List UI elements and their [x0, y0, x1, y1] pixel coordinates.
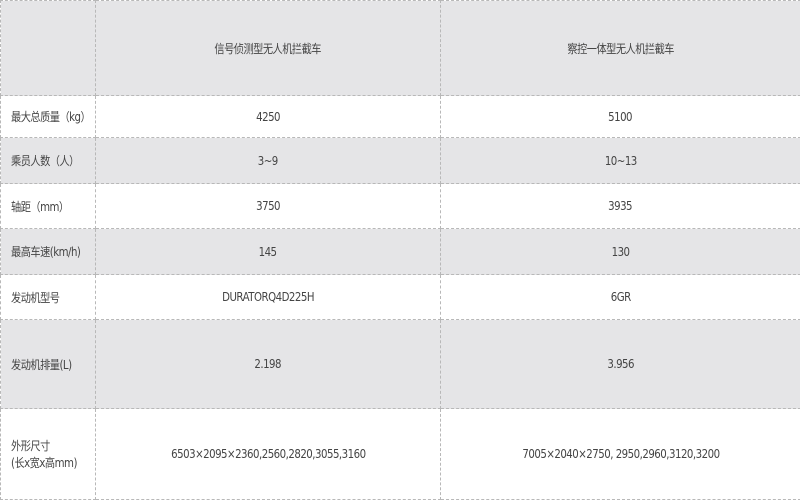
cell-text: 3~9 — [257, 153, 279, 168]
cell-text: 6GR — [610, 290, 631, 304]
table-cell: 3935 — [440, 183, 800, 229]
table-cell: 6GR — [440, 274, 800, 320]
table-cell: 5100 — [440, 95, 800, 138]
table-row: 发动机排量(L) 2.198 3.956 — [0, 319, 800, 409]
row-label: 发动机排量(L) — [0, 319, 96, 409]
table-cell: 6503×2095×2360,2560,2820,3055,3160 — [95, 408, 441, 500]
cell-text: 7005×2040×2750, 2950,2960,3120,3200 — [521, 447, 720, 461]
column-header: 察控一体型无人机拦截车 — [440, 0, 800, 96]
cell-text: 最大总质量（kg） — [11, 110, 91, 124]
cell-text: 最高车速(km/h) — [11, 245, 81, 259]
cell-text: 乘员人数（人） — [11, 154, 79, 168]
row-label: 最高车速(km/h) — [0, 228, 96, 275]
cell-text: 轴距（mm） — [11, 199, 69, 214]
cell-text: 发动机排量(L) — [11, 357, 72, 372]
table-cell: 4250 — [95, 95, 441, 138]
table-cell: 10~13 — [440, 137, 800, 184]
header-row: 信号侦测型无人机拦截车 察控一体型无人机拦截车 — [0, 0, 800, 96]
column-header-text: 信号侦测型无人机拦截车 — [214, 41, 322, 56]
row-label: 最大总质量（kg） — [0, 95, 96, 138]
cell-text: 145 — [259, 244, 277, 259]
cell-text: 3935 — [608, 199, 633, 213]
cell-text: 3750 — [256, 199, 280, 213]
column-header-text: 察控一体型无人机拦截车 — [567, 41, 674, 56]
table-row: 外形尺寸 (长x宽x高mm) 6503×2095×2360,2560,2820,… — [0, 408, 800, 500]
cell-text: DURATORQ4D225H — [222, 290, 314, 304]
table-cell: 145 — [95, 228, 441, 275]
cell-text: 2.198 — [254, 357, 282, 371]
table-cell: DURATORQ4D225H — [95, 274, 441, 320]
row-label-line: 外形尺寸 — [11, 439, 50, 453]
table-row: 轴距（mm） 3750 3935 — [0, 183, 800, 229]
table-cell: 3.956 — [440, 319, 800, 409]
row-label: 发动机型号 — [0, 274, 96, 320]
row-label: 轴距（mm） — [0, 183, 96, 229]
table-cell: 7005×2040×2750, 2950,2960,3120,3200 — [440, 408, 800, 500]
table-cell: 2.198 — [95, 319, 441, 409]
column-header: 信号侦测型无人机拦截车 — [95, 0, 441, 96]
row-label: 乘员人数（人） — [0, 137, 96, 184]
cell-text: 10~13 — [604, 153, 637, 168]
table-cell: 3~9 — [95, 137, 441, 184]
table-row: 乘员人数（人） 3~9 10~13 — [0, 137, 800, 184]
cell-text: 发动机型号 — [11, 290, 60, 305]
cell-text: 130 — [611, 244, 630, 259]
cell-text: 3.956 — [607, 357, 634, 371]
table-cell: 3750 — [95, 183, 441, 229]
cell-text: 4250 — [256, 109, 280, 124]
table-cell: 130 — [440, 228, 800, 275]
cell-text: 6503×2095×2360,2560,2820,3055,3160 — [170, 447, 366, 461]
row-label: 外形尺寸 (长x宽x高mm) — [0, 408, 96, 500]
cell-text: 5100 — [608, 109, 633, 124]
row-label-line: (长x宽x高mm) — [11, 456, 77, 470]
table-row: 发动机型号 DURATORQ4D225H 6GR — [0, 274, 800, 320]
table-row: 最大总质量（kg） 4250 5100 — [0, 95, 800, 138]
table-row: 最高车速(km/h) 145 130 — [0, 228, 800, 275]
corner-cell — [0, 0, 96, 96]
